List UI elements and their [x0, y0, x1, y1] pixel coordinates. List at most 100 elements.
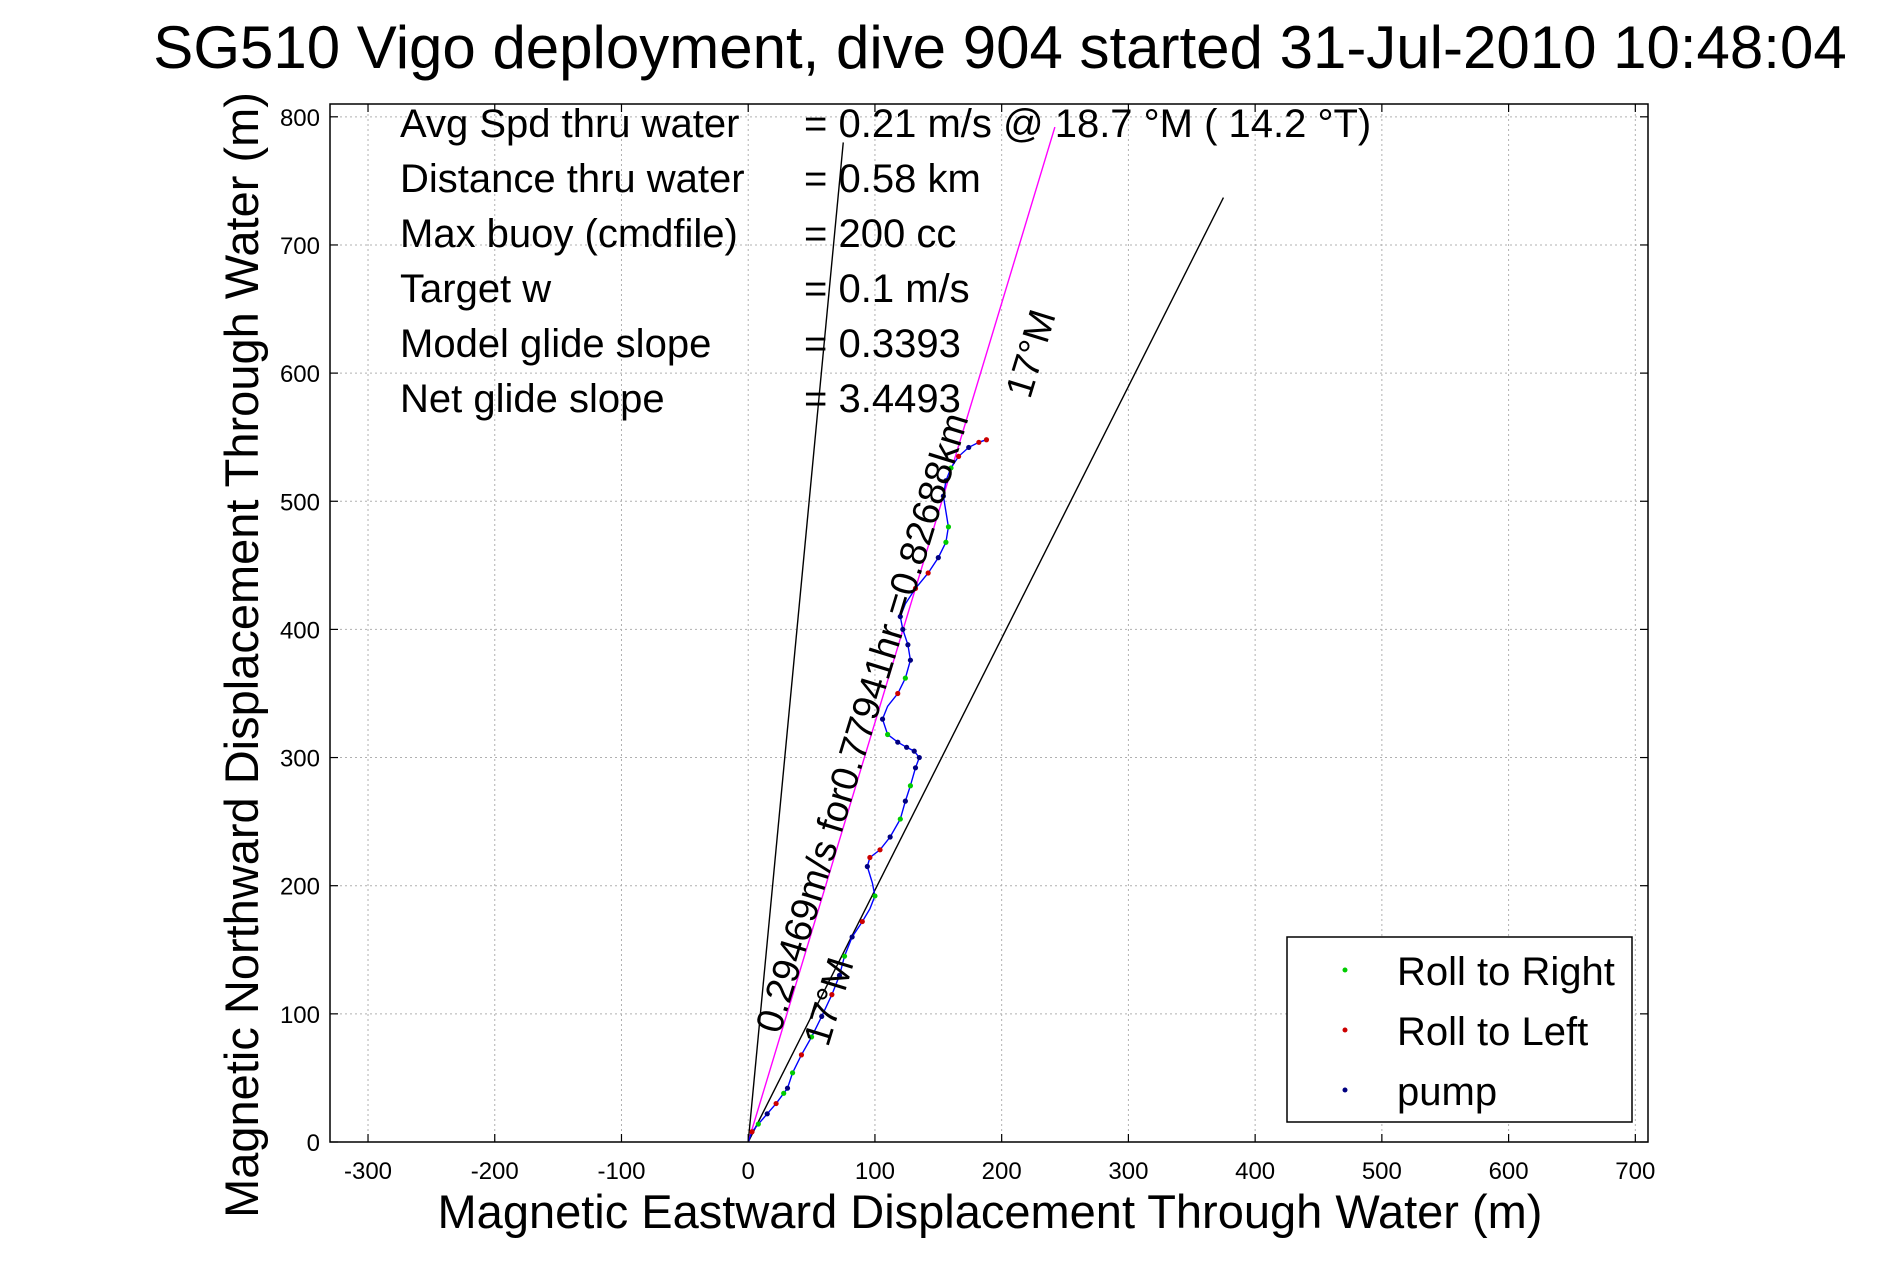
stat-value-model-glide-slope: = 0.3393	[804, 322, 961, 366]
roll-to-right-point	[841, 953, 848, 959]
x-tick-label: 100	[855, 1158, 895, 1185]
bound-line-left	[747, 142, 844, 1143]
roll-to-left-point	[749, 1129, 755, 1135]
x-tick-label: -200	[471, 1158, 519, 1185]
pump-point	[935, 555, 941, 561]
chart-title: SG510 Vigo deployment, dive 904 started …	[153, 14, 1846, 81]
roll-to-left-point	[829, 992, 835, 998]
y-axis-label: Magnetic Northward Displacement Through …	[215, 92, 268, 1218]
pump-point	[784, 1085, 791, 1091]
pump-point	[905, 642, 911, 648]
stat-label-max-buoy: Max buoy (cmdfile)	[400, 212, 738, 256]
roll-to-left-point	[912, 585, 919, 592]
pump-point	[764, 1111, 770, 1117]
heading-annotation-end: 17°M	[998, 305, 1064, 403]
stat-label-target-w: Target w	[400, 267, 551, 311]
roll-to-left-point	[976, 439, 982, 445]
pump-point	[849, 934, 855, 940]
legend-marker-pump	[1342, 1087, 1348, 1093]
stat-value-net-glide-slope: = 3.4493	[804, 377, 961, 421]
y-tick-label: 300	[280, 746, 320, 773]
pump-point	[902, 798, 908, 804]
x-tick-label: 200	[982, 1158, 1022, 1185]
axis-ticks: -300 -200 -100 0 100 200 300 400 500 600 700 0 100 20…	[280, 104, 1655, 1185]
x-tick-label: 500	[1362, 1158, 1402, 1185]
roll-to-right-point	[945, 524, 952, 530]
pump-point	[900, 626, 906, 633]
course-annotation: 0.29469m/s for0.77941hr =0.82688km	[748, 408, 977, 1037]
pump-point	[819, 1013, 825, 1020]
legend-label-roll-left: Roll to Left	[1397, 1010, 1588, 1054]
roll-to-left-point	[983, 437, 990, 443]
roll-to-left-point	[867, 854, 873, 861]
legend-label-pump: pump	[1397, 1070, 1497, 1114]
stat-value-max-buoy: = 200 cc	[804, 212, 956, 256]
pump-point	[966, 444, 972, 451]
x-tick-label: -100	[597, 1158, 645, 1185]
y-tick-label: 0	[307, 1130, 320, 1157]
roll-to-right-point	[902, 675, 908, 681]
heading-line	[747, 126, 1056, 1143]
roll-to-left-point	[955, 453, 962, 460]
y-tick-label: 700	[280, 233, 320, 260]
roll-to-left-point	[773, 1100, 779, 1107]
y-tick-label: 500	[280, 489, 320, 516]
legend-marker-roll-left	[1342, 1027, 1348, 1033]
stat-value-avg-speed: = 0.21 m/s @ 18.7 °M ( 14.2 °T)	[804, 102, 1371, 146]
pump-point	[904, 744, 910, 750]
point-layer	[749, 437, 990, 1135]
y-tick-label: 200	[280, 874, 320, 901]
stat-value-distance: = 0.58 km	[804, 157, 981, 201]
roll-to-left-point	[798, 1052, 805, 1058]
roll-to-right-point	[885, 731, 891, 738]
roll-to-right-point	[789, 1070, 796, 1076]
stat-label-avg-speed: Avg Spd thru water	[400, 102, 739, 146]
pump-point	[887, 834, 893, 840]
plot-area-frame	[329, 103, 1649, 1143]
pump-point	[895, 739, 901, 745]
roll-to-left-point	[925, 570, 931, 576]
pump-point	[907, 657, 914, 663]
pump-point	[836, 972, 843, 979]
roll-to-right-point	[943, 539, 949, 545]
pump-point	[912, 765, 919, 771]
pump-point	[911, 748, 917, 754]
legend-label-roll-right: Roll to Right	[1397, 950, 1615, 994]
pump-point	[864, 863, 870, 870]
roll-to-right-point	[872, 893, 878, 899]
stat-label-distance: Distance thru water	[400, 157, 745, 201]
roll-to-right-point	[755, 1121, 761, 1127]
y-tick-label: 400	[280, 617, 320, 644]
roll-to-left-point	[859, 918, 865, 925]
roll-to-right-point	[948, 465, 954, 471]
stats-block: Avg Spd thru water = 0.21 m/s @ 18.7 °M …	[400, 102, 1371, 421]
legend: Roll to Right Roll to Left pump	[1286, 936, 1633, 1123]
pump-point	[940, 493, 946, 499]
x-tick-label: 300	[1108, 1158, 1148, 1185]
stat-label-model-glide-slope: Model glide slope	[400, 322, 711, 366]
reference-lines	[747, 126, 1225, 1143]
x-axis-label: Magnetic Eastward Displacement Through W…	[438, 1185, 1543, 1238]
y-tick-label: 100	[280, 1002, 320, 1029]
roll-to-right-point	[808, 1034, 815, 1040]
pump-point	[916, 754, 922, 761]
x-tick-label: 400	[1235, 1158, 1275, 1185]
legend-marker-roll-right	[1342, 967, 1348, 973]
bound-line-right	[747, 197, 1225, 1143]
x-tick-label: 700	[1615, 1158, 1655, 1185]
roll-to-right-point	[907, 783, 914, 789]
x-tick-label: 0	[742, 1158, 755, 1185]
pump-point	[897, 613, 903, 620]
pump-point	[943, 478, 949, 484]
stat-value-target-w: = 0.1 m/s	[804, 267, 970, 311]
roll-to-left-point	[895, 690, 901, 697]
y-tick-label: 800	[280, 105, 320, 132]
stat-label-net-glide-slope: Net glide slope	[400, 377, 665, 421]
x-tick-label: -300	[344, 1158, 392, 1185]
roll-to-right-point	[781, 1090, 787, 1096]
roll-to-left-point	[877, 847, 883, 853]
y-tick-label: 600	[280, 361, 320, 388]
x-tick-label: 600	[1489, 1158, 1529, 1185]
pump-point	[879, 716, 886, 722]
